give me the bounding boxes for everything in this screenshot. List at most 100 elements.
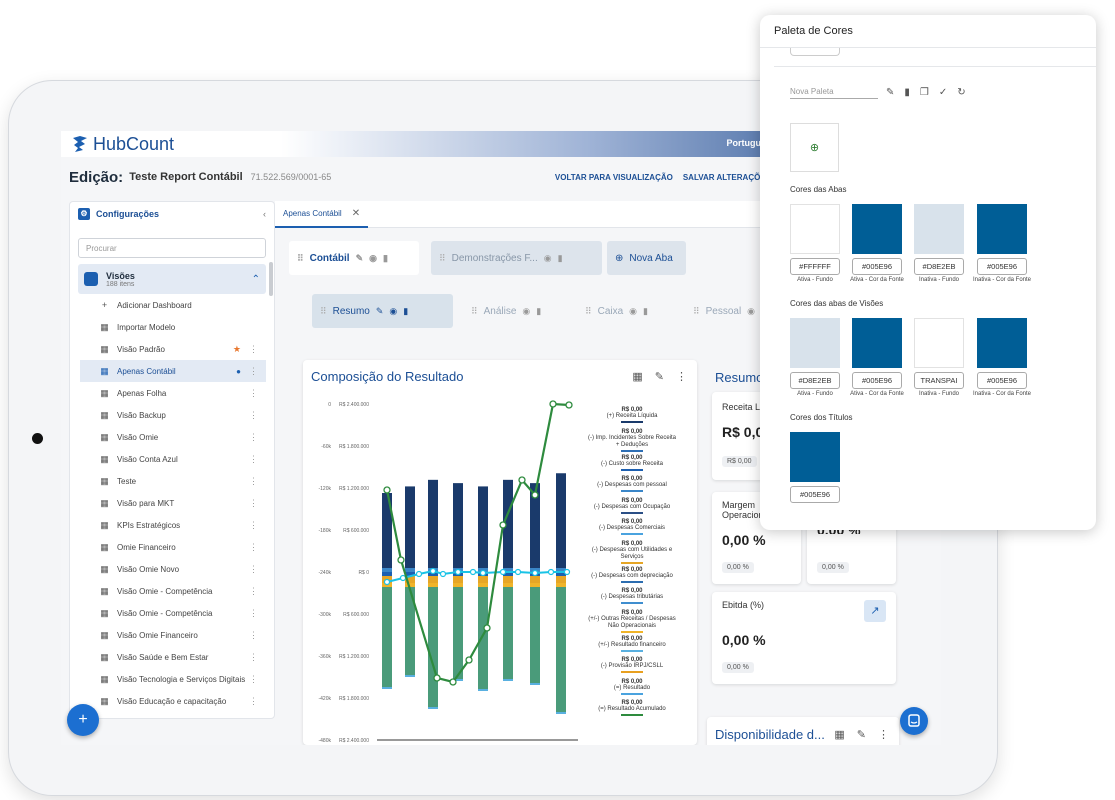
sidebar-item[interactable]: ▦ Teste ⋮ bbox=[80, 470, 266, 492]
more-icon[interactable]: ⋮ bbox=[249, 453, 258, 464]
trash-icon[interactable]: ▮ bbox=[403, 305, 409, 316]
subtab-pessoal[interactable]: ⠿ Pessoal ◉ bbox=[685, 294, 765, 328]
more-icon[interactable]: ⋮ bbox=[249, 387, 258, 398]
add-palette-button[interactable]: ⊕ bbox=[790, 123, 839, 172]
swatch-hex-input[interactable]: #D8E2EB bbox=[790, 372, 840, 389]
sidebar-item[interactable]: ▦ Visão Omie ⋮ bbox=[80, 426, 266, 448]
add-fab-button[interactable]: + bbox=[67, 704, 99, 736]
drag-handle-icon[interactable]: ⠿ bbox=[439, 252, 446, 263]
edit-icon[interactable]: ✎ bbox=[654, 371, 664, 383]
sidebar-item[interactable]: ▦ Visão Educação e capacitação ⋮ bbox=[80, 690, 266, 712]
more-icon[interactable]: ⋮ bbox=[676, 371, 687, 383]
color-swatch[interactable]: #005E96 Inativa - Cor da Fonte bbox=[973, 204, 1031, 283]
trash-icon[interactable]: ▮ bbox=[383, 252, 388, 263]
sidebar-item[interactable]: ▦ KPIs Estratégicos ⋮ bbox=[80, 514, 266, 536]
color-swatch[interactable]: #D8E2EB Inativa - Fundo bbox=[914, 204, 964, 283]
eye-icon[interactable]: ◉ bbox=[747, 305, 756, 316]
eye-icon[interactable]: ◉ bbox=[629, 305, 638, 316]
more-icon[interactable]: ⋮ bbox=[249, 607, 258, 618]
tab-demonstracoes[interactable]: ⠿ Demonstrações F... ◉ ▮ bbox=[431, 241, 602, 275]
check-icon[interactable]: ✓ bbox=[938, 87, 948, 98]
swatch-color-box[interactable] bbox=[977, 204, 1027, 254]
swatch-color-box[interactable] bbox=[852, 318, 902, 368]
swatch-color-box[interactable] bbox=[790, 204, 840, 254]
more-icon[interactable]: ⋮ bbox=[249, 651, 258, 662]
add-dashboard-action[interactable]: + Adicionar Dashboard bbox=[80, 294, 266, 316]
trend-icon[interactable]: ↗ bbox=[864, 600, 886, 622]
edit-icon[interactable]: ✎ bbox=[375, 305, 384, 316]
copy-icon[interactable]: ❐ bbox=[919, 87, 929, 98]
trash-icon[interactable]: ▮ bbox=[904, 87, 910, 98]
sidebar-item[interactable]: ▦ Visão Padrão ★ ⋮ bbox=[80, 338, 266, 360]
trash-icon[interactable]: ▮ bbox=[536, 305, 542, 316]
color-swatch[interactable]: #005E96 Inativa - Cor da Fonte bbox=[973, 318, 1031, 397]
drag-handle-icon[interactable]: ⠿ bbox=[320, 305, 327, 316]
eye-icon[interactable]: ◉ bbox=[543, 252, 552, 263]
chevron-up-icon[interactable]: ⌃ bbox=[251, 273, 260, 285]
sidebar-item[interactable]: ▦ Visão Saúde e Bem Estar ⋮ bbox=[80, 646, 266, 668]
sidebar-item[interactable]: ▦ Visão Omie - Competência ⋮ bbox=[80, 580, 266, 602]
back-to-view-link[interactable]: VOLTAR PARA VISUALIZAÇÃO bbox=[554, 172, 673, 182]
swatch-color-box[interactable] bbox=[914, 318, 964, 368]
more-icon[interactable]: ⋮ bbox=[249, 343, 258, 354]
new-palette-input[interactable]: Nova Paleta bbox=[790, 87, 878, 99]
sidebar-item[interactable]: ▦ Visão Omie - Competência ⋮ bbox=[80, 602, 266, 624]
more-icon[interactable]: ⋮ bbox=[249, 541, 258, 552]
sidebar-item[interactable]: ▦ Visão Backup ⋮ bbox=[80, 404, 266, 426]
more-icon[interactable]: ⋮ bbox=[249, 431, 258, 442]
subtab-analise[interactable]: ⠿ Análise ◉ ▮ bbox=[463, 294, 563, 328]
tab-contabil[interactable]: ⠿ Contábil ✎ ◉ ▮ bbox=[289, 241, 419, 275]
close-icon[interactable]: ✕ bbox=[351, 208, 361, 219]
import-model-action[interactable]: ▦ Importar Modelo bbox=[80, 316, 266, 338]
swatch-color-box[interactable] bbox=[790, 432, 840, 482]
more-icon[interactable]: ⋮ bbox=[249, 563, 258, 574]
more-icon[interactable]: ⋮ bbox=[249, 673, 258, 684]
swatch-hex-input[interactable]: #D8E2EB bbox=[914, 258, 964, 275]
more-icon[interactable]: ⋮ bbox=[249, 365, 258, 376]
drag-handle-icon[interactable]: ⠿ bbox=[585, 305, 592, 316]
swatch-color-box[interactable] bbox=[852, 204, 902, 254]
sidebar-item[interactable]: ▦ Visão Omie Financeiro ⋮ bbox=[80, 624, 266, 646]
open-tab[interactable]: Apenas Contábil ✕ bbox=[275, 201, 369, 228]
more-icon[interactable]: ⋮ bbox=[249, 475, 258, 486]
swatch-hex-input[interactable]: #005E96 bbox=[977, 372, 1027, 389]
drag-handle-icon[interactable]: ⠿ bbox=[471, 305, 478, 316]
chat-button[interactable] bbox=[900, 707, 928, 735]
swatch-hex-input[interactable]: #005E96 bbox=[790, 486, 840, 503]
more-icon[interactable]: ⋮ bbox=[249, 585, 258, 596]
eye-icon[interactable]: ◉ bbox=[389, 305, 398, 316]
sidebar-item[interactable]: ▦ Apenas Folha ⋮ bbox=[80, 382, 266, 404]
more-icon[interactable]: ⋮ bbox=[249, 629, 258, 640]
drag-handle-icon[interactable]: ⠿ bbox=[297, 252, 304, 263]
color-swatch[interactable]: #005E96 Ativa - Cor da Fonte bbox=[850, 318, 904, 397]
star-icon[interactable]: ★ bbox=[232, 343, 241, 354]
color-swatch[interactable]: TRANSPAI Inativa - Fundo bbox=[914, 318, 964, 397]
edit-icon[interactable]: ✎ bbox=[355, 252, 364, 263]
eye-icon[interactable]: ◉ bbox=[369, 252, 377, 263]
swatch-color-box[interactable] bbox=[914, 204, 964, 254]
color-swatch[interactable]: #005E96 Ativa - Cor da Fonte bbox=[850, 204, 904, 283]
sidebar-item[interactable]: ▦ Omie Financeiro ⋮ bbox=[80, 536, 266, 558]
edit-icon[interactable]: ✎ bbox=[856, 729, 866, 741]
trash-icon[interactable]: ▮ bbox=[557, 252, 563, 263]
more-icon[interactable]: ⋮ bbox=[878, 729, 889, 741]
sidebar-item[interactable]: ▦ Visão Omie Novo ⋮ bbox=[80, 558, 266, 580]
color-swatch[interactable]: #D8E2EB Ativa - Fundo bbox=[790, 318, 840, 397]
subtab-caixa[interactable]: ⠿ Caixa ◉ ▮ bbox=[577, 294, 677, 328]
eye-icon[interactable]: ◉ bbox=[522, 305, 531, 316]
search-input[interactable]: Procurar bbox=[78, 238, 266, 258]
swatch-hex-input[interactable]: #005E96 bbox=[852, 372, 902, 389]
subtab-resumo[interactable]: ⠿ Resumo ✎ ◉ ▮ bbox=[312, 294, 453, 328]
sidebar-scrollbar[interactable] bbox=[269, 262, 273, 296]
color-swatch[interactable]: #FFFFFF Ativa - Fundo bbox=[790, 204, 840, 283]
trash-icon[interactable]: ▮ bbox=[643, 305, 648, 316]
calendar-icon[interactable]: ▦ bbox=[632, 371, 643, 383]
collapse-chevron-icon[interactable]: ‹ bbox=[263, 209, 266, 219]
color-swatch[interactable]: #005E96 bbox=[790, 432, 840, 503]
drag-handle-icon[interactable]: ⠿ bbox=[693, 305, 700, 316]
visoes-group[interactable]: Visões 188 itens ⌃ bbox=[78, 264, 266, 294]
swatch-hex-input[interactable]: #005E96 bbox=[852, 258, 902, 275]
more-icon[interactable]: ⋮ bbox=[249, 497, 258, 508]
swatch-hex-input[interactable]: #005E96 bbox=[977, 258, 1027, 275]
sidebar-item[interactable]: ▦ Visão Tecnologia e Serviços Digitais ⋮ bbox=[80, 668, 266, 690]
